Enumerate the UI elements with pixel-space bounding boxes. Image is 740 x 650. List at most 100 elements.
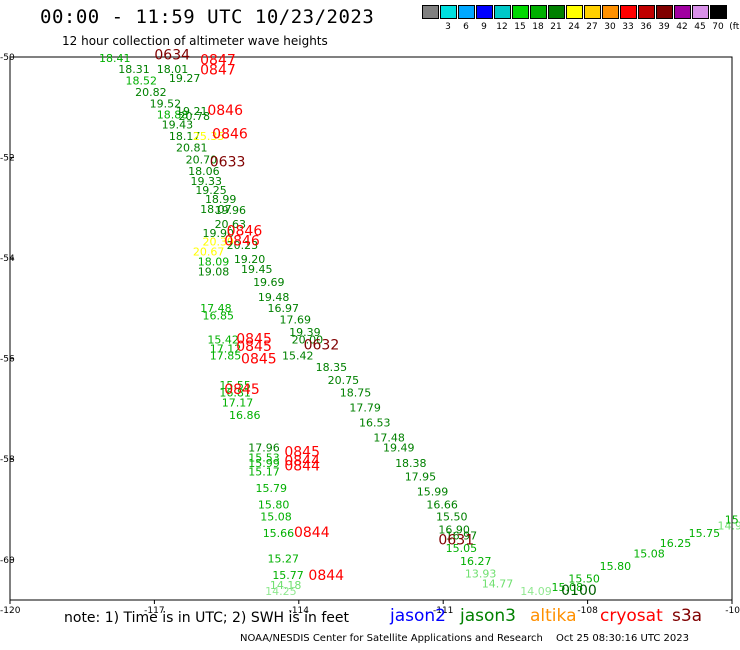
wave-height-value: 19.45 (241, 263, 272, 276)
wave-height-value: 16.90 (438, 524, 470, 537)
wave-height-value: 20.81 (176, 142, 208, 155)
legend-swatch (710, 5, 727, 19)
wave-height-value: 15.55 (219, 379, 251, 392)
wave-height-value: 14.96 (718, 520, 740, 533)
wave-height-value: 19.08 (198, 266, 230, 279)
wave-height-value: 16.81 (219, 386, 251, 399)
wave-height-value: 19.52 (150, 97, 182, 110)
wave-height-value: 19.21 (176, 105, 208, 118)
wave-height-value: 19.27 (169, 72, 201, 85)
wave-height-value: 15.50 (568, 572, 600, 585)
wave-height-value: 18.07 (200, 203, 232, 216)
wave-height-value: 25.35 (193, 130, 225, 143)
legend-label: 9 (481, 22, 487, 32)
wave-height-value: 16.25 (660, 537, 692, 550)
wave-height-value: 14.09 (520, 585, 552, 598)
legend-label: 42 (676, 22, 688, 32)
legend-swatch (476, 5, 493, 19)
wave-height-value: 17.95 (405, 470, 437, 483)
pass-time-label: 0845 (224, 382, 260, 398)
wave-height-value: 15.42 (207, 334, 239, 347)
lon-tick-label: -108 (577, 606, 598, 616)
pass-time-label: 0844 (284, 453, 320, 469)
wave-height-value: 15.94 (725, 514, 740, 527)
wave-height-value: 20.00 (292, 334, 324, 347)
wave-height-value: 15.27 (268, 552, 300, 565)
pass-time-label: 0844 (308, 568, 344, 584)
wave-height-value: 19.48 (258, 291, 290, 304)
legend-label: 33 (622, 22, 634, 32)
legend-label: 30 (604, 22, 616, 32)
wave-height-value: 18.88 (157, 108, 189, 121)
wave-height-value: 17.79 (349, 401, 381, 414)
pass-time-label: 0846 (212, 126, 248, 142)
lon-tick-label: -10 (725, 606, 740, 616)
lat-tick-label: -56 (0, 355, 15, 365)
pass-time-label: 0846 (207, 103, 243, 119)
legend-swatch (494, 5, 511, 19)
lat-tick-label: -52 (0, 154, 15, 164)
legend-swatch (458, 5, 475, 19)
legend-swatch (422, 5, 439, 19)
wave-height-value: 16.53 (359, 417, 391, 430)
legend-label: 12 (496, 22, 508, 32)
pass-time-label: 0631 (438, 533, 474, 549)
map-title: 00:00 - 11:59 UTC 10/23/2023 (40, 6, 375, 28)
lat-tick-label: -50 (0, 53, 15, 63)
wave-height-value: 18.75 (340, 386, 372, 399)
wave-height-value: 19.39 (289, 326, 321, 339)
pass-time-label: 0100 (561, 583, 597, 599)
legend-label: 21 (550, 22, 562, 32)
wave-height-value: 18.41 (99, 52, 130, 65)
legend-swatch (674, 5, 691, 19)
satellite-altika: altika (530, 606, 577, 626)
legend-label: 27 (586, 22, 598, 32)
wave-height-value: 18.09 (198, 256, 230, 269)
wave-height-value: 17.69 (280, 313, 312, 326)
lat-tick-label: -54 (0, 254, 15, 264)
pass-time-label: 0844 (294, 525, 330, 541)
wave-height-value: 20.75 (328, 374, 360, 387)
satellite-jason2: jason2 (390, 606, 446, 626)
pass-time-label: 0845 (284, 445, 320, 461)
lat-tick-label: -58 (0, 455, 15, 465)
wave-height-value: 16.97 (446, 530, 478, 543)
pass-time-label: 0847 (200, 53, 236, 69)
wave-height-value: 19.49 (383, 442, 415, 455)
legend-swatch (584, 5, 601, 19)
wave-height-value: 18.38 (395, 457, 427, 470)
legend-label: 18 (532, 22, 544, 32)
wave-height-value: 17.48 (200, 302, 232, 315)
wave-height-value: 17.48 (373, 432, 405, 445)
satellite-cryosat: cryosat (600, 606, 663, 626)
wave-height-value: 18.06 (188, 165, 220, 178)
wave-height-value: 20.23 (227, 239, 259, 252)
legend-label: 24 (568, 22, 580, 32)
footer: NOAA/NESDIS Center for Satellite Applica… (240, 633, 699, 644)
wave-height-value: 15.08 (552, 581, 584, 594)
pass-time-labels: 0634 084708470846084606330846084608450845… (154, 48, 597, 599)
credit-text: NOAA/NESDIS Center for Satellite Applica… (240, 633, 543, 644)
legend-label: 6 (463, 22, 469, 32)
wave-height-value: 16.66 (426, 498, 458, 511)
legend-swatch (620, 5, 637, 19)
legend-label: 15 (514, 22, 526, 32)
wave-height-value: 15.75 (689, 527, 721, 540)
satellite-jason3: jason3 (460, 606, 516, 626)
wave-height-value: 14.25 (265, 585, 297, 598)
pass-time-label: 0845 (236, 339, 272, 355)
legend-swatch (566, 5, 583, 19)
wave-height-value: 19.25 (195, 184, 227, 197)
legend-swatch (548, 5, 565, 19)
map-subtitle: 12 hour collection of altimeter wave hei… (62, 34, 328, 48)
wave-height-value: 15.42 (282, 350, 314, 363)
wave-height-value: 16.27 (460, 555, 492, 568)
wave-height-value: 18.35 (316, 361, 348, 374)
wave-height-value: 15.50 (436, 511, 468, 524)
plot-border (9, 56, 733, 601)
wave-height-value: 20.78 (178, 110, 210, 123)
wave-height-value: 18.52 (126, 75, 157, 88)
wave-height-value: 19.33 (191, 175, 223, 188)
